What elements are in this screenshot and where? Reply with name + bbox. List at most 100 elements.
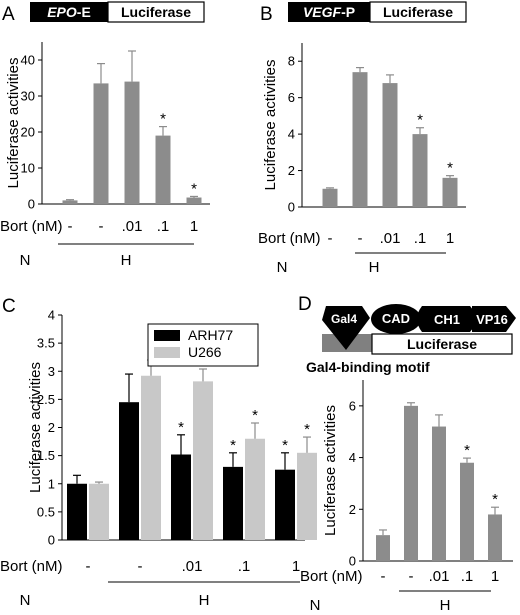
bort-row-label-a: Bort (nM) <box>0 218 63 235</box>
panel-letter-b: B <box>260 4 273 25</box>
y-tick-label-a: 0 <box>28 197 35 212</box>
y-axis-label-a: Luciferase activities <box>5 58 22 189</box>
bar-c-arh77-4 <box>275 469 295 540</box>
y-tick-label-a: 20 <box>21 125 35 140</box>
construct-b-luciferase-box <box>369 1 467 23</box>
legend-label-arh77: ARH77 <box>188 327 233 343</box>
significance-star-b-3: * <box>417 112 423 129</box>
construct-a-promoter-box <box>30 2 108 22</box>
bar-d-0 <box>376 535 390 561</box>
significance-star-c-arh77-3: * <box>230 437 236 454</box>
bar-d-3 <box>460 462 474 561</box>
gal4-binding-motif-caption: Gal4-binding motif <box>306 359 430 375</box>
y-axis-label-b: Luciferase activities <box>262 60 279 191</box>
group-label-n-d: N <box>310 597 321 614</box>
category-label-c: 1 <box>292 558 300 575</box>
y-tick-label-c: 4 <box>48 308 55 323</box>
y-tick-label-c: 3 <box>48 364 55 379</box>
cad-domain <box>371 304 421 334</box>
group-label-h-d: H <box>440 597 451 614</box>
bar-c-u266-3 <box>245 438 265 540</box>
gal4-label: Gal4 <box>331 312 357 326</box>
construct-b: VEGF-P Luciferase <box>288 1 467 23</box>
bar-b-3 <box>412 134 428 207</box>
y-tick-label-a: 30 <box>21 89 35 104</box>
legend-swatch-arh77 <box>154 330 180 341</box>
significance-star-c-arh77-2: * <box>178 419 184 436</box>
y-tick-label-d: 4 <box>349 450 356 465</box>
bort-row-label-b: Bort (nM) <box>258 230 321 247</box>
bar-c-arh77-0 <box>67 483 87 540</box>
group-label-h-a: H <box>121 252 132 269</box>
y-tick-label-a: 40 <box>21 53 35 68</box>
group-label-n-a: N <box>20 252 31 269</box>
y-tick-label-b: 2 <box>288 163 295 178</box>
y-tick-label-c: 2 <box>48 420 55 435</box>
category-label-a: - <box>99 218 104 235</box>
bar-c-u266-0 <box>89 483 109 540</box>
category-label-b: - <box>328 230 333 247</box>
vp16-domain <box>472 306 516 332</box>
y-tick-label-b: 4 <box>288 127 295 142</box>
y-tick-label-c: 2.5 <box>37 392 55 407</box>
significance-star-b-4: * <box>447 160 453 177</box>
bort-row-label-c: Bort (nM) <box>0 558 63 575</box>
ch1-domain <box>417 306 480 332</box>
bar-c-u266-1 <box>141 375 161 540</box>
group-label-n-b: N <box>277 259 288 276</box>
category-label-d: - <box>409 568 414 585</box>
construct-b-promoter-label: VEGF-P <box>303 4 355 20</box>
construct-a-luciferase-box <box>107 1 205 23</box>
construct-a: EPO-E Luciferase <box>30 1 205 23</box>
category-label-b: - <box>358 230 363 247</box>
significance-star-d-4: * <box>492 491 498 508</box>
significance-star-c-u266-3: * <box>252 407 258 424</box>
ch1-label: CH1 <box>434 312 460 327</box>
category-label-a: 1 <box>190 218 198 235</box>
category-label-a: .1 <box>157 218 170 235</box>
y-tick-label-c: 1 <box>48 476 55 491</box>
category-label-d: 1 <box>491 568 499 585</box>
gal4-domain <box>322 306 370 350</box>
y-tick-label-c: 3.5 <box>37 336 55 351</box>
bort-row-label-d: Bort (nM) <box>300 568 363 585</box>
bar-a-4 <box>186 197 202 204</box>
category-label-d: - <box>381 568 386 585</box>
vp16-label: VP16 <box>476 312 508 327</box>
significance-star-a-4: * <box>191 180 197 197</box>
bar-c-arh77-2 <box>171 454 191 540</box>
panel-letter-c: C <box>2 296 16 317</box>
construct-d-luciferase-box <box>371 333 513 355</box>
group-label-h-c: H <box>199 592 210 609</box>
bar-a-3 <box>155 135 171 204</box>
y-tick-label-d: 2 <box>349 502 356 517</box>
group-label-h-b: H <box>369 259 380 276</box>
construct-b-luciferase-label: Luciferase <box>383 4 453 20</box>
bar-c-u266-2 <box>193 381 213 540</box>
construct-b-promoter-box <box>288 2 370 22</box>
significance-star-c-arh77-4: * <box>282 437 288 454</box>
bar-c-arh77-1 <box>119 402 139 540</box>
bar-a-2 <box>124 81 140 204</box>
bar-c-arh77-3 <box>223 466 243 540</box>
category-label-a: - <box>68 218 73 235</box>
y-tick-label-d: 6 <box>349 398 356 413</box>
y-tick-label-b: 6 <box>288 90 295 105</box>
construct-a-promoter-label: EPO-E <box>47 4 91 20</box>
cad-label: CAD <box>382 311 410 326</box>
bar-b-1 <box>352 72 368 208</box>
bar-b-2 <box>382 83 398 207</box>
category-label-b: .1 <box>414 230 427 247</box>
y-tick-label-b: 8 <box>288 54 295 69</box>
bar-d-2 <box>432 426 446 561</box>
category-label-a: .01 <box>122 218 143 235</box>
panel-letter-a: A <box>2 4 15 25</box>
category-label-d: .1 <box>461 568 474 585</box>
category-label-c: .1 <box>238 558 251 575</box>
category-label-c: - <box>86 558 91 575</box>
bar-a-0 <box>62 200 78 204</box>
